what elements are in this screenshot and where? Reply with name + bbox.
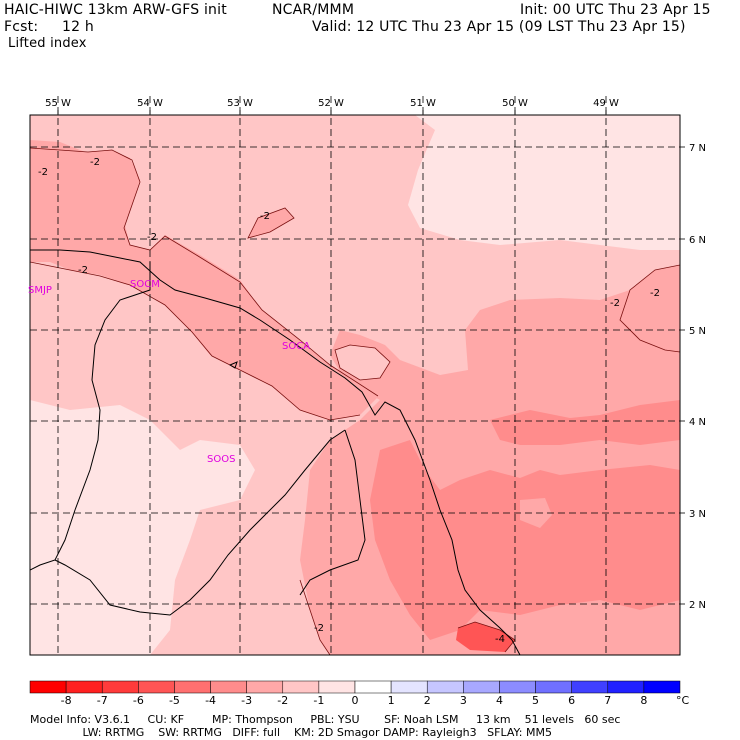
colorbar-swatch: [535, 680, 572, 694]
colorbar-tick-label: 0: [352, 694, 359, 707]
contour-lines: [30, 147, 680, 655]
station-label-soos: SOOS: [207, 454, 235, 465]
colorbar-swatch: [210, 680, 247, 694]
contour-label: -2: [610, 298, 620, 309]
lon-label: 53 W: [227, 98, 253, 109]
colorbar-tick-label: -4: [205, 694, 216, 707]
contour-label: -2: [90, 157, 100, 168]
colorbar-tick-label: 5: [532, 694, 539, 707]
lon-label: 51 W: [410, 98, 436, 109]
colorbar-swatch: [282, 680, 320, 694]
colorbar-swatch: [643, 680, 681, 694]
lat-label: 7 N: [689, 143, 706, 154]
colorbar-tick-label: 1: [388, 694, 395, 707]
lon-label: 50 W: [502, 98, 528, 109]
colorbar-unit: °C: [676, 694, 690, 707]
lat-label: 5 N: [689, 326, 706, 337]
colorbar-tick-label: 6: [568, 694, 575, 707]
station-label-smjp: SMJP: [28, 285, 52, 296]
contour-label: -2: [78, 265, 88, 276]
footer-model-info: Model Info: V3.6.1 CU: KF MP: Thompson P…: [30, 713, 621, 726]
lon-label: 55 W: [45, 98, 71, 109]
colorbar-swatch: [571, 680, 609, 694]
colorbar-swatch: [246, 680, 284, 694]
contour-label: -2: [314, 623, 324, 634]
map-frame: [29, 114, 681, 656]
colorbar: -8 -7 -6 -5 -4 -3 -2 -1 0 1 2 3 4 5 6 7 8: [29, 680, 681, 707]
colorbar-tick-label: -6: [133, 694, 144, 707]
colorbar-swatch: [29, 680, 67, 694]
colorbar-swatch: [463, 680, 500, 694]
colorbar-swatch: [174, 680, 211, 694]
colorbar-tick-label: -2: [277, 694, 288, 707]
contour-label: -2: [147, 232, 157, 243]
contour-label: -4: [495, 634, 505, 645]
station-label-soca: SOCA: [282, 341, 310, 352]
colorbar-tick-label: 7: [604, 694, 611, 707]
lat-label: 3 N: [689, 509, 706, 520]
colorbar-swatch: [318, 680, 356, 694]
init-time: Init: 00 UTC Thu 23 Apr 15: [520, 2, 711, 18]
colorbar-tick-label: -1: [313, 694, 324, 707]
colorbar-tick-label: 4: [496, 694, 503, 707]
lon-label: 49 W: [593, 98, 619, 109]
contour-label: -2: [260, 211, 270, 222]
colorbar-tick-label: 8: [640, 694, 647, 707]
contour-label: -2: [38, 167, 48, 178]
model-title: HAIC-HIWC 13km ARW-GFS init: [4, 2, 227, 18]
lon-label: 52 W: [318, 98, 344, 109]
footer-physics-info: LW: RRTMG SW: RRTMG DIFF: full KM: 2D Sm…: [30, 726, 552, 739]
colorbar-tick-label: 3: [460, 694, 467, 707]
colorbar-swatch: [607, 680, 645, 694]
shading-layer: [30, 115, 680, 655]
colorbar-tick-label: 2: [424, 694, 431, 707]
axis-ticks: [57, 110, 685, 605]
forecast-label: Fcst:: [4, 19, 39, 35]
valid-time: Valid: 12 UTC Thu 23 Apr 15 (09 LST Thu …: [312, 19, 686, 35]
colorbar-tick-label: -5: [169, 694, 180, 707]
colorbar-swatch: [390, 680, 428, 694]
lat-label: 2 N: [689, 600, 706, 611]
graticule: [30, 96, 680, 655]
lat-label: 4 N: [689, 417, 706, 428]
colorbar-swatch: [354, 680, 392, 694]
colorbar-swatch: [138, 680, 175, 694]
field-name: Lifted index: [8, 36, 87, 51]
station-label-socm: SOCM: [130, 279, 160, 290]
forecast-hour: 12 h: [62, 19, 94, 35]
lon-label: 54 W: [137, 98, 163, 109]
colorbar-tick-label: -8: [61, 694, 72, 707]
lat-label: 6 N: [689, 235, 706, 246]
colorbar-tick-label: -3: [241, 694, 252, 707]
colorbar-swatch: [426, 680, 464, 694]
coastlines: [30, 249, 521, 655]
org-label: NCAR/MMM: [272, 2, 355, 18]
colorbar-swatch: [101, 680, 139, 694]
colorbar-swatch: [65, 680, 103, 694]
contour-label: -2: [650, 288, 660, 299]
colorbar-tick-label: -7: [97, 694, 108, 707]
colorbar-swatch: [499, 680, 536, 694]
